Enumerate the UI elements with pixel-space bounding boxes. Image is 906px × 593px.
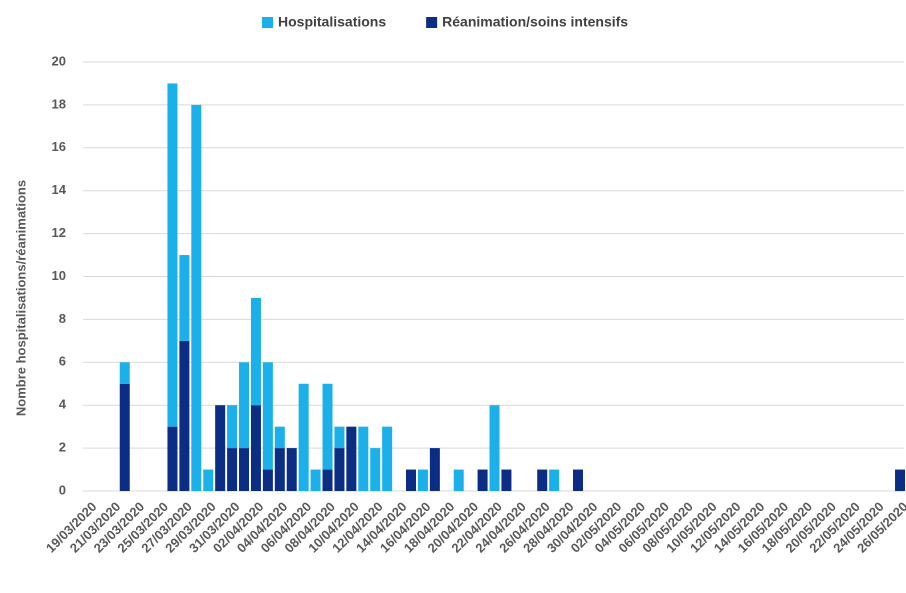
bar <box>215 405 226 491</box>
y-tick-label: 16 <box>52 139 66 154</box>
bar <box>537 469 548 491</box>
y-tick-label: 2 <box>59 440 66 455</box>
bar <box>250 297 261 406</box>
bar <box>322 469 333 491</box>
bar <box>298 383 309 491</box>
bar <box>119 383 130 491</box>
bar <box>167 426 178 491</box>
bar <box>346 426 357 491</box>
bar <box>191 104 202 492</box>
y-tick-label: 12 <box>52 225 66 240</box>
bar <box>274 426 285 449</box>
y-tick-label: 20 <box>52 53 66 68</box>
bar <box>406 469 417 491</box>
y-axis-label: Nombre hospitalisations/réanimations <box>13 180 28 416</box>
bar <box>370 448 381 491</box>
y-tick-label: 10 <box>52 268 66 283</box>
y-tick-label: 4 <box>59 397 67 412</box>
bar <box>334 426 345 449</box>
bar <box>274 448 285 491</box>
bar <box>250 405 261 491</box>
y-tick-label: 0 <box>59 482 66 497</box>
bar <box>322 383 333 470</box>
legend-label: Réanimation/soins intensifs <box>442 14 628 30</box>
bar <box>310 469 321 491</box>
bar <box>227 448 238 491</box>
bar <box>286 448 297 491</box>
bar <box>119 362 130 384</box>
bar <box>382 426 393 491</box>
bar <box>549 469 560 491</box>
y-tick-label: 8 <box>59 311 66 326</box>
bar <box>489 405 500 491</box>
y-tick-label: 14 <box>52 182 67 197</box>
bar <box>501 469 512 491</box>
bar <box>417 469 428 491</box>
y-tick-label: 6 <box>59 354 66 369</box>
bar <box>227 405 238 449</box>
legend-swatch <box>426 17 438 28</box>
bar <box>477 469 488 491</box>
bar <box>895 469 906 491</box>
bar <box>167 83 178 427</box>
bar <box>239 448 250 491</box>
bar <box>358 426 369 491</box>
bar <box>334 448 345 491</box>
legend-swatch <box>262 17 273 28</box>
bar <box>179 255 190 341</box>
y-tick-label: 18 <box>52 96 66 111</box>
bar <box>572 469 583 491</box>
bar <box>179 340 190 491</box>
bar <box>262 469 273 491</box>
bar <box>239 362 250 449</box>
bar <box>429 448 440 491</box>
legend-label: Hospitalisations <box>278 14 386 30</box>
bar <box>203 469 214 491</box>
bar <box>262 362 273 470</box>
bar <box>453 469 464 491</box>
